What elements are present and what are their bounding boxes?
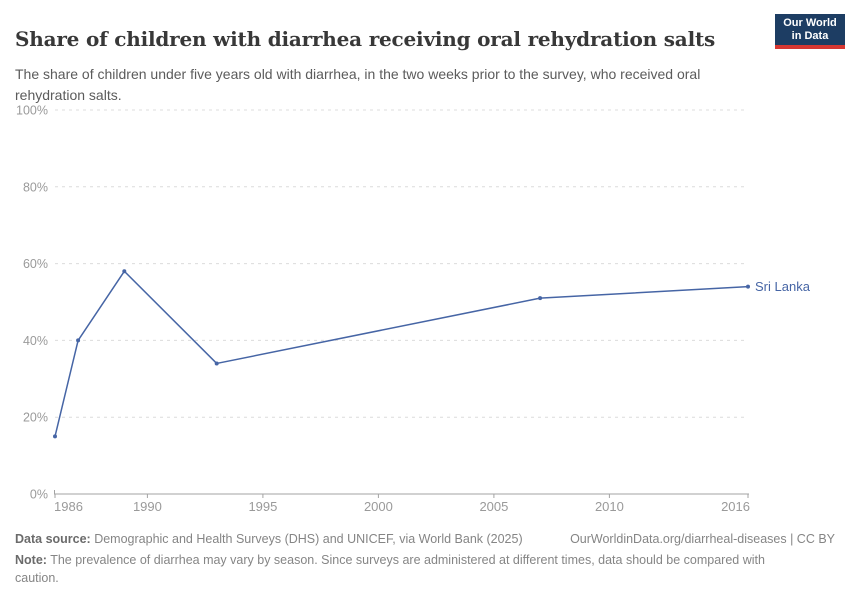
x-axis-tick-label: 2000 [364, 499, 393, 514]
page-title: Share of children with diarrhea receivin… [15, 27, 716, 52]
y-axis-tick-label: 20% [23, 411, 48, 425]
x-axis-tick-label: 1990 [133, 499, 162, 514]
x-axis-tick-label: 1986 [54, 499, 83, 514]
data-point[interactable] [122, 269, 127, 274]
chart-footer: Data source: Demographic and Health Surv… [15, 530, 835, 587]
data-source-label: Data source: [15, 532, 91, 546]
x-axis-tick-label: 2016 [721, 499, 750, 514]
owid-logo-stripe [775, 45, 845, 49]
data-point[interactable] [214, 361, 219, 366]
data-source-text: Data source: Demographic and Health Surv… [15, 530, 523, 548]
owid-logo[interactable]: Our World in Data [775, 14, 845, 49]
footer-note-value: The prevalence of diarrhea may vary by s… [15, 553, 765, 586]
data-source-value: Demographic and Health Surveys (DHS) and… [90, 532, 523, 546]
y-axis-tick-label: 0% [30, 488, 48, 502]
data-point[interactable] [746, 284, 750, 289]
data-point[interactable] [76, 338, 81, 343]
series-end-label[interactable]: Sri Lanka [755, 279, 811, 294]
y-axis-tick-label: 40% [23, 334, 48, 348]
owid-license-link[interactable]: OurWorldinData.org/diarrheal-diseases | … [570, 532, 835, 546]
y-axis-tick-label: 80% [23, 180, 48, 194]
x-axis-tick-label: 2010 [595, 499, 624, 514]
x-axis-tick-label: 1995 [248, 499, 277, 514]
chart-subtitle: The share of children under five years o… [15, 66, 701, 103]
line-chart[interactable]: 0% 20% 40% 60% 80% 100% 1986 1990 1995 2000 2005 20… [0, 0, 850, 525]
y-axis-tick-label: 60% [23, 257, 48, 271]
footer-note-label: Note: [15, 553, 47, 568]
y-axis-tick-label: 100% [16, 104, 48, 118]
owid-logo-text: Our World in Data [775, 14, 845, 45]
series-line[interactable] [54, 270, 749, 437]
data-point[interactable] [538, 296, 543, 301]
footer-note: Note: The prevalence of diarrhea may var… [15, 551, 775, 587]
x-axis-tick-label: 2005 [479, 499, 508, 514]
data-point[interactable] [53, 434, 57, 439]
